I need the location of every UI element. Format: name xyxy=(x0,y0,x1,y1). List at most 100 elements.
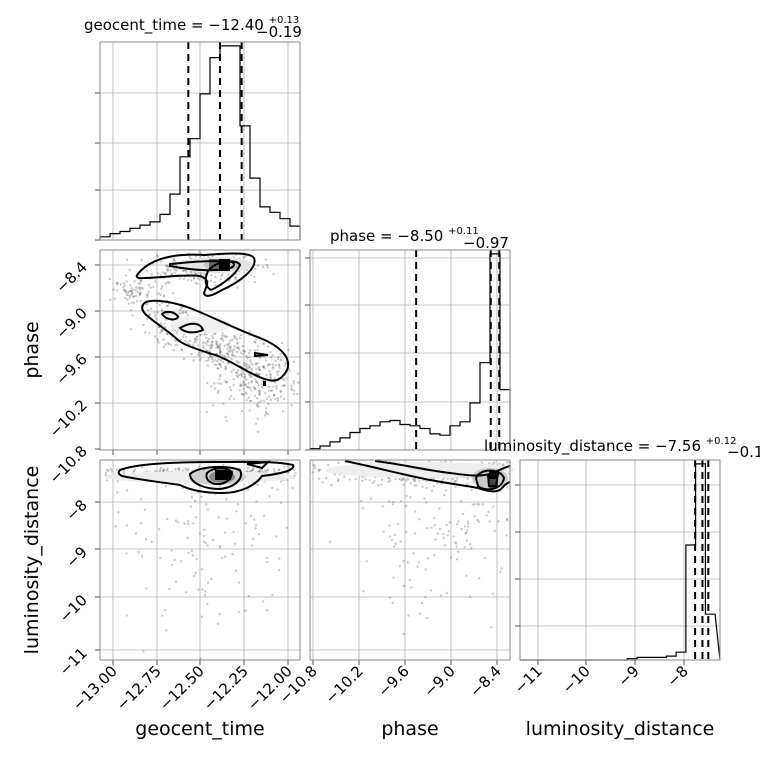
sample-point xyxy=(217,389,220,393)
sample-point xyxy=(361,479,364,482)
sample-point xyxy=(273,381,277,384)
sample-point xyxy=(235,371,239,375)
sample-point xyxy=(412,552,415,555)
sample-point xyxy=(430,489,434,492)
sample-point xyxy=(219,337,223,341)
sample-point xyxy=(267,395,271,398)
sample-point xyxy=(113,297,117,300)
sample-point xyxy=(216,359,219,363)
sample-point xyxy=(254,267,257,271)
sample-point xyxy=(278,366,281,369)
sample-point xyxy=(137,286,140,289)
sample-point xyxy=(159,556,162,560)
sample-point xyxy=(387,480,390,483)
sample-point xyxy=(186,536,189,540)
sample-point xyxy=(387,500,391,503)
sample-point xyxy=(235,374,238,377)
sample-point xyxy=(264,410,267,414)
sample-point xyxy=(150,272,153,276)
grid-lines xyxy=(100,42,300,240)
sample-point xyxy=(260,468,264,472)
sample-point xyxy=(223,531,227,534)
sample-point xyxy=(406,561,409,564)
sample-point xyxy=(244,383,247,386)
sample-point xyxy=(253,378,257,381)
sample-point xyxy=(219,350,222,353)
sample-point xyxy=(399,478,402,481)
sample-point xyxy=(425,616,428,620)
sample-point xyxy=(266,266,270,269)
sample-point xyxy=(138,291,142,295)
sample-point xyxy=(220,274,223,278)
sample-point xyxy=(217,345,220,349)
sample-point xyxy=(160,285,164,288)
sample-point xyxy=(166,265,170,268)
sample-point xyxy=(159,331,162,335)
sample-point xyxy=(129,309,133,312)
sample-point xyxy=(248,373,251,377)
sample-point xyxy=(140,258,143,262)
sample-point xyxy=(247,352,251,355)
sample-point xyxy=(148,332,151,335)
sample-point xyxy=(133,468,137,471)
sample-point xyxy=(176,521,180,524)
sample-point xyxy=(401,477,404,480)
sample-point xyxy=(402,483,405,486)
sample-point xyxy=(199,357,202,360)
sample-point xyxy=(134,532,138,535)
sample-point xyxy=(177,312,180,315)
sample-point xyxy=(244,609,247,612)
sample-point xyxy=(254,362,258,365)
sample-point xyxy=(187,551,190,555)
sample-point xyxy=(271,486,274,490)
sample-point xyxy=(189,505,193,508)
sample-point xyxy=(210,577,213,581)
axes-frame xyxy=(309,249,511,451)
sample-point xyxy=(138,288,141,291)
sample-point xyxy=(257,469,261,473)
sample-point xyxy=(258,356,262,360)
sample-point xyxy=(167,341,170,345)
sample-point xyxy=(388,524,391,527)
sample-point xyxy=(257,382,260,385)
sample-point xyxy=(230,370,233,373)
sample-point xyxy=(261,342,265,345)
sample-point xyxy=(172,257,176,260)
histogram-luminosity-distance xyxy=(520,463,721,661)
sample-point xyxy=(263,367,266,370)
sample-point xyxy=(268,385,271,389)
sample-point xyxy=(146,309,150,312)
sample-point xyxy=(147,283,151,286)
sample-point xyxy=(146,317,149,320)
sample-point xyxy=(229,347,232,351)
sample-point xyxy=(183,339,187,343)
sample-point xyxy=(116,480,120,483)
sample-point xyxy=(221,339,225,342)
sample-point xyxy=(272,468,276,471)
sample-point xyxy=(144,538,148,541)
sample-point xyxy=(457,520,460,523)
sample-point xyxy=(206,581,210,584)
sample-point xyxy=(279,501,283,504)
sample-point xyxy=(190,496,194,499)
sample-point xyxy=(292,392,296,396)
sample-point xyxy=(272,365,275,369)
sample-point xyxy=(162,469,165,472)
sample-point xyxy=(273,377,276,380)
sample-point xyxy=(166,332,169,336)
sample-point xyxy=(211,344,214,347)
sample-point xyxy=(217,382,220,385)
sample-point xyxy=(235,276,238,279)
sample-point xyxy=(257,405,260,408)
sample-point xyxy=(166,468,169,471)
sample-point xyxy=(287,465,290,468)
sample-point xyxy=(194,499,197,503)
sample-point xyxy=(405,530,408,534)
sample-point xyxy=(463,525,467,528)
sample-point xyxy=(262,365,265,369)
sample-point xyxy=(256,417,259,420)
sample-point xyxy=(126,489,129,492)
sample-point xyxy=(418,479,421,482)
sample-point xyxy=(423,497,426,500)
sample-point xyxy=(186,520,190,523)
